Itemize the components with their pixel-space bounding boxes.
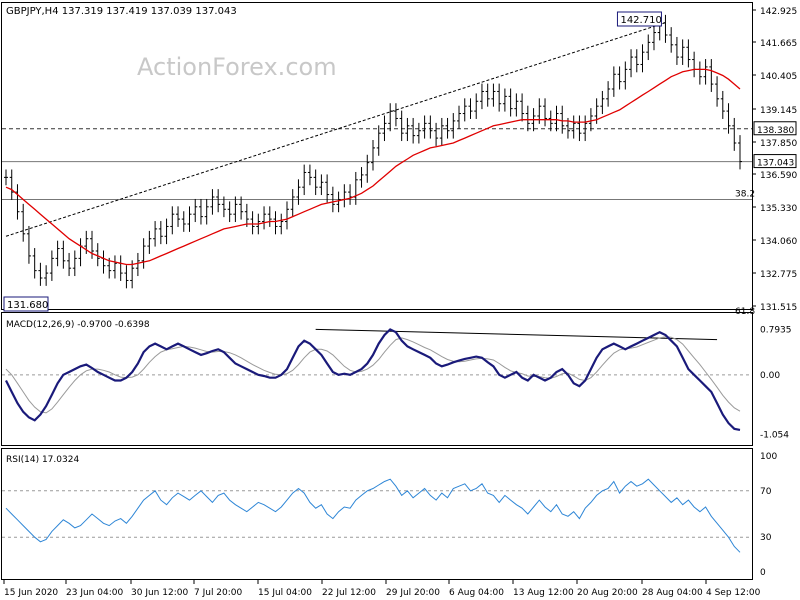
rsi-line (5, 478, 741, 553)
price-ytick-label: 134.060 (760, 237, 797, 247)
macd-ytick-label: 0.00 (760, 371, 780, 381)
x-tick-label: 7 Jul 20:00 (194, 588, 243, 598)
macd-label: MACD(12,26,9) -0.9700 -0.6398 (6, 320, 150, 330)
x-tick-label: 15 Jul 04:00 (258, 588, 312, 598)
macd-main-line (5, 328, 741, 431)
price-level-box (753, 121, 797, 136)
price-ytick-label: 131.515 (760, 303, 797, 313)
price-level-box (753, 154, 797, 169)
price-ma-line (5, 68, 741, 266)
price-panel-frame (1, 2, 753, 310)
x-tick-label: 20 Aug 20:00 (577, 588, 638, 598)
x-tick-label: 22 Jul 12:00 (322, 588, 376, 598)
chart-header: GBPJPY,H4 137.319 137.419 137.039 137.04… (6, 6, 237, 17)
axes-layer: 142.925 141.665 140.405 139.145 137.850 136.5… (3, 7, 797, 598)
price-ytick-label: 140.405 (760, 72, 797, 82)
price-ytick-label: 142.925 (760, 7, 797, 17)
price-level-label: 138.380 (757, 126, 794, 136)
x-tick-label: 30 Jun 12:00 (131, 588, 188, 598)
x-tick-label: 23 Jun 04:00 (66, 588, 123, 598)
price-ytick-label: 135.330 (760, 204, 797, 214)
macd-ytick-label: 0.7935 (760, 326, 792, 336)
x-tick-label: 6 Aug 04:00 (449, 588, 504, 598)
fib-label: 38.2 (735, 189, 755, 199)
rsi-label: RSI(14) 17.0324 (6, 455, 79, 465)
x-tick-label: 13 Aug 12:00 (513, 588, 574, 598)
price-level-label: 137.043 (757, 159, 794, 169)
rsi-ytick-label: 70 (760, 487, 772, 497)
rsi-layer (2, 478, 752, 553)
price-ytick-label: 141.665 (760, 39, 797, 49)
price-ytick-label: 139.145 (760, 106, 797, 116)
price-ytick-label: 137.850 (760, 139, 797, 149)
price-annotation-box (616, 11, 662, 27)
macd-layer (2, 328, 752, 431)
price-annotation: 142.710 (620, 15, 661, 26)
rsi-ytick-label: 30 (760, 533, 772, 543)
watermark: ActionForex.com (137, 53, 337, 81)
rsi-panel-frame (1, 448, 753, 580)
rsi-ytick-label: 0 (760, 568, 766, 578)
fib-bottom-label: 61.8 (735, 307, 755, 317)
macd-ytick-label: -1.054 (760, 431, 789, 441)
x-tick-label: 28 Aug 04:00 (642, 588, 703, 598)
macd-signal-line (5, 336, 741, 414)
price-ytick-label: 136.590 (760, 171, 797, 181)
price-annotation: 131.680 (7, 300, 48, 311)
macd-panel-frame (1, 312, 753, 446)
x-tick-label: 29 Jul 20:00 (386, 588, 440, 598)
price-ytick-label: 132.775 (760, 270, 797, 280)
price-layer: 142.710 131.680 (2, 11, 752, 312)
rsi-ytick-label: 100 (760, 452, 777, 462)
x-tick-label: 4 Sep 12:00 (706, 588, 761, 598)
price-trendline (5, 22, 666, 237)
price-annotation-box (3, 296, 49, 312)
x-tick-label: 15 Jun 2020 (4, 588, 58, 598)
